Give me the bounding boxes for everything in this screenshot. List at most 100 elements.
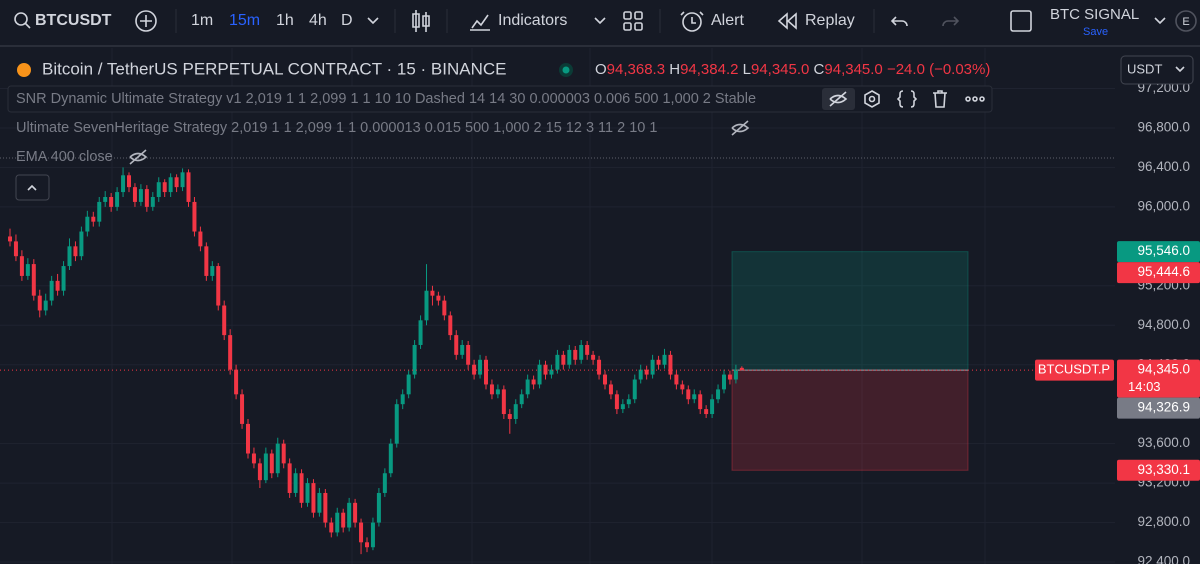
candle-body [531, 379, 536, 385]
candle-body [329, 522, 334, 533]
compare-button[interactable] [135, 10, 157, 32]
avatar[interactable] [1175, 10, 1197, 32]
avatar-letter: E [1182, 16, 1189, 28]
ohlc-value: 94,345.0 [824, 61, 882, 78]
indicators-label[interactable]: Indicators [498, 12, 567, 29]
price-label-box [1117, 397, 1200, 419]
indicators-icon [470, 14, 490, 31]
plus-icon [140, 15, 152, 27]
undo-button[interactable] [890, 16, 908, 27]
candle-body [597, 359, 602, 375]
price-label: 94,345.0 [1137, 362, 1190, 377]
ohlc: O94,368.3 H94,384.2 L94,345.0 C94,345.0 … [595, 61, 990, 78]
candle-body [293, 473, 298, 493]
symbol-search[interactable]: BTCUSDT [14, 12, 112, 29]
source-button[interactable] [896, 90, 918, 108]
candle-body [8, 236, 12, 242]
candle-body [156, 182, 161, 197]
candle-body [394, 404, 399, 444]
study-title[interactable]: Ultimate SevenHeritage Strategy 2,019 1 … [16, 120, 657, 136]
y-tick-label: 94,800.0 [1137, 317, 1190, 332]
candle-body [186, 172, 191, 202]
candle-body [281, 443, 286, 464]
interval-active[interactable]: 15m [229, 12, 260, 29]
indicators-dropdown[interactable] [594, 17, 606, 25]
candle-body [174, 177, 179, 188]
save-label[interactable]: Save [1083, 26, 1108, 38]
settings-button[interactable] [864, 90, 880, 108]
candle-body [472, 364, 477, 375]
grid-icon [634, 11, 643, 20]
candle-body [228, 335, 233, 370]
interval[interactable]: D [341, 12, 353, 29]
plus-icon [135, 10, 157, 32]
layout-dropdown[interactable] [1154, 17, 1166, 25]
alert-label[interactable]: Alert [711, 12, 744, 29]
grid-icon [634, 22, 643, 31]
study-title[interactable]: EMA 400 close [16, 149, 113, 165]
candle-body [127, 175, 131, 188]
candle-body [412, 344, 417, 375]
candle-body [698, 394, 703, 410]
candle-body [489, 384, 494, 395]
show-button[interactable] [129, 149, 148, 165]
ohlc-key: C [814, 61, 825, 78]
candle-body [466, 344, 471, 365]
show-button[interactable] [731, 120, 750, 136]
candle-body [460, 344, 465, 355]
replay-button[interactable]: Replay [777, 12, 855, 30]
candle-body [692, 394, 697, 400]
candle-body [644, 369, 649, 375]
candle-body [376, 492, 381, 523]
candle-body [525, 379, 530, 395]
candle-body [567, 349, 572, 365]
price-label-box [1117, 262, 1200, 284]
candle-body [626, 399, 631, 405]
candle-body [733, 369, 738, 380]
candle-body [591, 354, 596, 360]
candle-body [192, 201, 197, 232]
interval[interactable]: 4h [309, 12, 327, 29]
ohlc-key: L [743, 61, 751, 78]
candle-body [287, 463, 292, 493]
currency-label[interactable]: USDT [1127, 61, 1162, 76]
hide-button[interactable] [829, 91, 848, 107]
candle-body [519, 394, 524, 405]
interval[interactable]: 1h [276, 12, 294, 29]
layout-icon[interactable] [1010, 10, 1032, 32]
ohlc-key: H [669, 61, 680, 78]
y-tick-label: 92,800.0 [1137, 514, 1190, 529]
y-tick-label: 93,600.0 [1137, 435, 1190, 450]
interval-dropdown[interactable] [367, 17, 379, 25]
symbol[interactable]: BTCUSDT [35, 12, 112, 29]
currency-button[interactable] [1120, 55, 1194, 85]
search-icon [14, 12, 28, 26]
redo-button[interactable] [942, 16, 960, 27]
candle-body [25, 264, 30, 276]
chart-type-button[interactable] [412, 10, 430, 32]
remove-button[interactable] [933, 90, 947, 108]
candle-body [668, 354, 673, 375]
templates-button[interactable] [623, 11, 643, 31]
indicators-button[interactable]: Indicators [470, 12, 567, 31]
study-row-box [7, 85, 993, 113]
candle-body [430, 290, 435, 296]
replay-label[interactable]: Replay [805, 12, 855, 29]
candle-body [97, 201, 102, 222]
candle-body [115, 192, 120, 207]
more-button[interactable] [965, 96, 985, 102]
candle-body [138, 189, 143, 202]
candle-body [121, 175, 126, 193]
layout-name[interactable]: BTC SIGNAL [1050, 6, 1139, 23]
candle-body [537, 364, 542, 385]
candle-body [406, 374, 411, 395]
candle-body [251, 453, 256, 464]
interval[interactable]: 1m [191, 12, 213, 29]
alert-button[interactable]: Alert [680, 11, 744, 32]
candle-body [49, 280, 54, 301]
candle-body [710, 399, 715, 415]
symbol-title[interactable]: Bitcoin / TetherUS PERPETUAL CONTRACT · … [42, 59, 506, 78]
study-title[interactable]: SNR Dynamic Ultimate Strategy v1 2,019 1… [16, 91, 756, 107]
candle-body [620, 404, 625, 410]
